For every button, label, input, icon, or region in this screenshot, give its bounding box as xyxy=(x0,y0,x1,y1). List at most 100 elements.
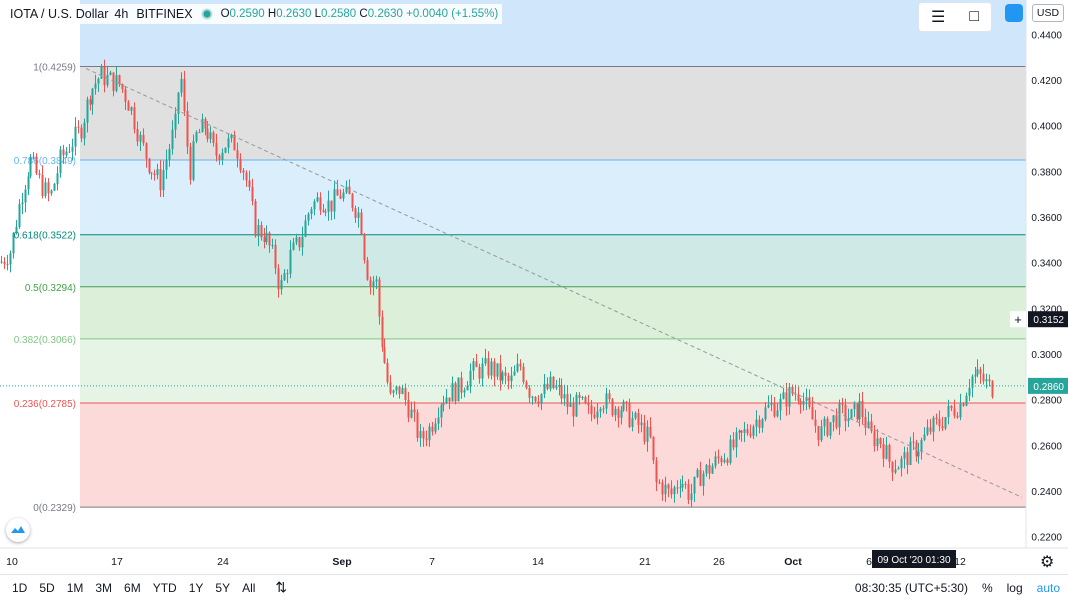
range-3m-button[interactable]: 3M xyxy=(95,580,113,595)
candle-body xyxy=(295,237,298,243)
candle-body xyxy=(351,194,354,209)
candle-body xyxy=(926,427,929,435)
candle-body xyxy=(124,89,127,102)
candle-body xyxy=(115,75,118,91)
range-1y-button[interactable]: 1Y xyxy=(188,580,204,595)
candle-body xyxy=(283,273,286,281)
candle-body xyxy=(80,127,83,139)
candle-body xyxy=(791,386,794,394)
percent-toggle[interactable]: % xyxy=(981,580,993,595)
candle-body xyxy=(569,403,572,407)
candle-body xyxy=(133,107,136,130)
candle-body xyxy=(673,487,676,495)
candle-body xyxy=(835,415,838,428)
candle-body xyxy=(528,387,531,398)
range-1m-button[interactable]: 1M xyxy=(66,580,84,595)
candle-body xyxy=(794,393,797,395)
candle-body xyxy=(153,173,156,176)
candle-body xyxy=(139,134,142,142)
candle-body xyxy=(676,487,679,489)
candle-body xyxy=(431,426,434,432)
interval-label[interactable]: 4h xyxy=(114,7,129,21)
candle-body xyxy=(310,209,313,214)
candle-body xyxy=(372,281,375,287)
candle-body xyxy=(882,444,885,459)
candle-body xyxy=(507,375,510,382)
candle-body xyxy=(738,430,741,433)
candle-body xyxy=(363,234,366,261)
range-all-button[interactable]: All xyxy=(242,580,256,595)
candle-body xyxy=(336,189,339,196)
range-6m-button[interactable]: 6M xyxy=(124,580,141,595)
candle-body xyxy=(127,101,130,111)
candle-body xyxy=(442,403,445,405)
currency-button[interactable]: USD xyxy=(1032,4,1064,22)
candle-body xyxy=(448,397,451,402)
candle-body xyxy=(546,383,549,389)
candle-body xyxy=(156,169,159,176)
tradingview-logo-icon[interactable] xyxy=(6,518,30,542)
price-axis[interactable] xyxy=(1026,0,1068,548)
fullscreen-icon[interactable]: □ xyxy=(969,8,979,25)
add-alert-button[interactable] xyxy=(1010,311,1026,328)
candle-body xyxy=(687,484,690,500)
clock-label[interactable]: 08:30:35 (UTC+5:30) xyxy=(854,580,968,595)
y-tick-label: 0.2200 xyxy=(1031,533,1062,544)
candle-body xyxy=(611,399,614,416)
candle-body xyxy=(900,458,903,469)
candle-body xyxy=(746,429,749,434)
candle-body xyxy=(581,397,584,399)
range-1d-button[interactable]: 1D xyxy=(12,580,28,595)
fib-label-0: 1(0.4259) xyxy=(33,62,76,73)
candle-body xyxy=(617,408,620,418)
candle-body xyxy=(873,431,876,447)
chart-menu-icon[interactable] xyxy=(1005,4,1023,22)
candle-body xyxy=(856,403,859,420)
log-toggle[interactable]: log xyxy=(1006,580,1023,595)
settings-gear-icon[interactable]: ⚙ xyxy=(1040,554,1055,571)
candle-body xyxy=(53,183,56,191)
trendline[interactable] xyxy=(85,68,1023,498)
candle-body xyxy=(342,192,345,199)
candle-body xyxy=(903,452,906,459)
symbol-name[interactable]: IOTA / U.S. Dollar xyxy=(10,7,109,21)
candle-body xyxy=(177,92,180,114)
candle-body xyxy=(590,405,593,415)
candle-body xyxy=(18,204,21,228)
candle-body xyxy=(752,426,755,436)
candle-body xyxy=(858,400,861,420)
candle-body xyxy=(0,261,3,263)
object-tree-icon[interactable]: ☰ xyxy=(930,9,946,26)
range-ytd-button[interactable]: YTD xyxy=(152,580,177,595)
candle-body xyxy=(867,421,870,428)
candle-body xyxy=(714,456,717,467)
candlestick-chart[interactable]: 1(0.4259) 0.786(0.3849) 0.618(0.3522) 0.5(0… xyxy=(0,0,1068,575)
candle-body xyxy=(345,186,348,193)
candle-body xyxy=(808,397,811,407)
auto-toggle[interactable]: auto xyxy=(1036,580,1060,595)
candle-body xyxy=(91,88,94,105)
candle-body xyxy=(587,403,590,406)
fib-label-1: 0.786(0.3849) xyxy=(14,156,76,167)
candle-body xyxy=(32,156,35,158)
candle-body xyxy=(504,372,507,376)
candle-body xyxy=(929,427,932,432)
y-tick-label: 0.2800 xyxy=(1031,396,1062,407)
candle-body xyxy=(690,493,693,500)
candle-body xyxy=(799,400,802,405)
candle-body xyxy=(560,385,563,399)
candle-body xyxy=(749,433,752,436)
candle-body xyxy=(844,404,847,422)
candle-body xyxy=(708,464,711,474)
candle-body xyxy=(89,99,92,105)
candle-body xyxy=(797,394,800,401)
candle-body xyxy=(416,412,419,438)
fib-label-3: 0.5(0.3294) xyxy=(25,283,76,294)
candle-body xyxy=(885,445,888,459)
candle-body xyxy=(71,146,74,152)
range-5d-button[interactable]: 5D xyxy=(39,580,55,595)
range-5y-button[interactable]: 5Y xyxy=(215,580,231,595)
x-tick-label: 24 xyxy=(217,556,229,568)
y-tick-label: 0.3600 xyxy=(1031,213,1062,224)
goto-date-icon[interactable]: ⇅ xyxy=(275,579,288,595)
